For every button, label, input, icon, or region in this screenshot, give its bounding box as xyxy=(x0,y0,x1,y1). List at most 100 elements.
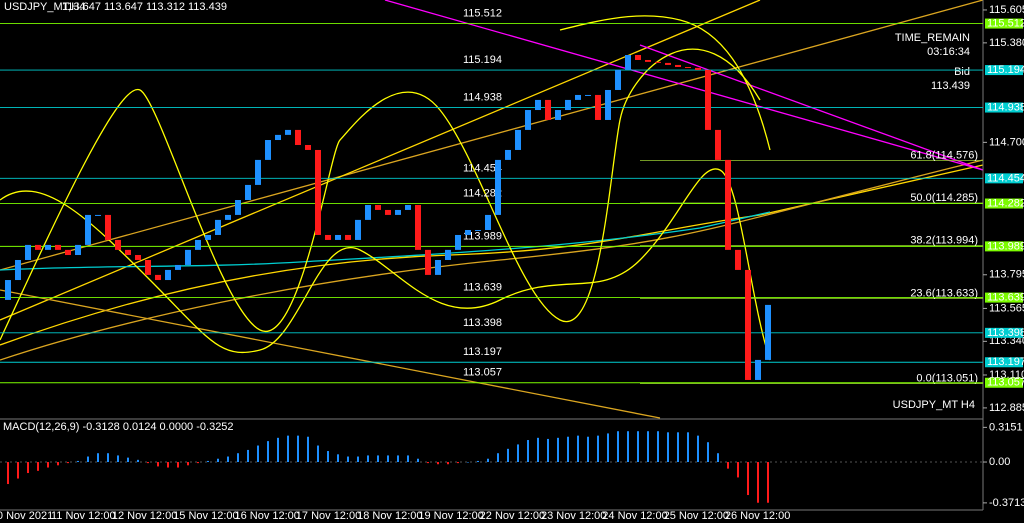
candle-body xyxy=(355,219,361,240)
candle-body xyxy=(415,204,421,250)
level-label: 113.197 xyxy=(463,346,502,358)
candle-body xyxy=(185,249,191,265)
macd-bar xyxy=(557,437,559,463)
candle-body xyxy=(145,259,151,275)
level-tag xyxy=(985,327,1023,338)
macd-tick-label: 0.00 xyxy=(989,456,1010,468)
macd-bar xyxy=(7,462,9,485)
fib-label: 38.2(113.994) xyxy=(910,235,978,247)
level-label: 113.398 xyxy=(463,317,502,329)
macd-bar xyxy=(517,444,519,463)
candle-body xyxy=(195,239,201,250)
candle-body xyxy=(5,280,11,300)
macd-bar xyxy=(177,462,179,468)
macd-bar xyxy=(207,460,209,463)
macd-bar xyxy=(347,456,349,463)
macd-bar xyxy=(227,456,229,463)
macd-bar xyxy=(417,458,419,463)
candle-body xyxy=(685,67,691,69)
candle-body xyxy=(15,259,21,281)
macd-bar xyxy=(607,433,609,463)
candle-body xyxy=(175,264,181,270)
candle-body xyxy=(245,184,251,201)
bid-value: 113.439 xyxy=(931,80,970,92)
macd-bar xyxy=(697,435,699,463)
macd-bar xyxy=(297,435,299,463)
candle-body xyxy=(525,110,531,130)
candle-body xyxy=(155,274,161,281)
level-label: 114.282 xyxy=(463,187,502,199)
candle-body xyxy=(385,209,391,215)
candle-body xyxy=(315,149,321,235)
macd-bar xyxy=(407,455,409,463)
candle-body xyxy=(705,69,711,130)
macd-bar xyxy=(387,455,389,463)
level-tag-label: 113.639 xyxy=(987,291,1024,303)
x-tick-label: 16 Nov 12:00 xyxy=(234,510,299,522)
level-tag-label: 114.282 xyxy=(987,197,1024,209)
macd-bar xyxy=(587,436,589,463)
channel-line xyxy=(0,289,661,419)
candle-body xyxy=(675,64,681,68)
candle-body xyxy=(465,229,471,235)
candle-body xyxy=(285,129,291,135)
candle-body xyxy=(755,359,761,380)
macd-bar xyxy=(107,453,109,463)
macd-bar xyxy=(357,456,359,463)
level-label: 113.639 xyxy=(463,281,502,293)
macd-bar xyxy=(717,453,719,463)
level-tag xyxy=(985,18,1023,29)
candle-body xyxy=(345,234,351,240)
candle-body xyxy=(725,159,731,250)
macd-bar xyxy=(377,455,379,463)
macd-bar xyxy=(157,462,159,467)
macd-bar xyxy=(737,462,739,478)
macd-bar xyxy=(667,432,669,463)
macd-bar xyxy=(727,462,729,469)
candle-body xyxy=(325,234,331,240)
candle-body xyxy=(265,140,271,160)
candle-body xyxy=(225,214,231,220)
y-tick-label: 112.885 xyxy=(989,402,1024,414)
macd-bar xyxy=(367,455,369,463)
candle-body xyxy=(485,214,491,230)
bid-label: Bid xyxy=(954,66,970,78)
macd-bar xyxy=(137,459,139,463)
candle-body xyxy=(135,255,141,260)
macd-bar xyxy=(167,462,169,468)
y-tick-label: 115.605 xyxy=(989,4,1024,16)
candle-body xyxy=(535,99,541,111)
level-tag xyxy=(985,377,1023,388)
macd-bar xyxy=(57,462,59,466)
macd-bar xyxy=(457,462,459,464)
macd-bar xyxy=(767,462,769,503)
trend-line xyxy=(0,159,984,361)
bollinger-band xyxy=(559,15,771,151)
candle-body xyxy=(295,129,301,145)
candle-body xyxy=(645,59,651,62)
macd-bar xyxy=(427,462,429,464)
level-tag xyxy=(985,173,1023,184)
level-tag xyxy=(985,198,1023,209)
y-tick-label: 115.380 xyxy=(989,37,1024,49)
y-tick-label: 113.565 xyxy=(989,302,1024,314)
x-tick-label: 18 Nov 12:00 xyxy=(357,510,422,522)
candle-body xyxy=(765,304,771,360)
macd-bar xyxy=(197,462,199,464)
candle-body xyxy=(615,69,621,90)
level-tag-label: 114.454 xyxy=(987,172,1024,184)
y-tick-label: 113.340 xyxy=(989,335,1024,347)
candle-body xyxy=(55,244,61,250)
candle-body xyxy=(25,244,31,260)
candle-body xyxy=(255,159,261,185)
level-label: 113.057 xyxy=(463,367,502,379)
x-tick-label: 11 Nov 12:00 xyxy=(51,510,116,522)
macd-bar xyxy=(757,462,759,503)
macd-bar xyxy=(337,454,339,463)
candle-body xyxy=(715,129,721,160)
watermark: USDJPY_MT H4 xyxy=(893,399,975,411)
macd-bar xyxy=(487,458,489,463)
moving-average xyxy=(0,211,771,271)
